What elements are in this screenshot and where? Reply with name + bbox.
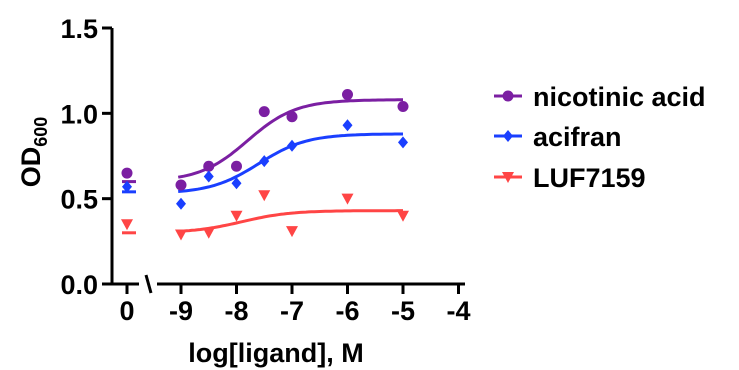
data-point-zero xyxy=(121,167,133,179)
x-tick-label: -6 xyxy=(335,296,359,326)
y-tick-label: 0.5 xyxy=(60,185,98,215)
fit-curves xyxy=(122,98,403,235)
legend-marker xyxy=(503,130,513,142)
data-point xyxy=(230,210,243,222)
x-tick-label-zero: 0 xyxy=(119,296,134,326)
data-point xyxy=(341,193,354,205)
x-tick-label: -7 xyxy=(280,296,304,326)
x-tick-label: -5 xyxy=(391,296,415,326)
x-tick-label: -4 xyxy=(446,296,470,326)
data-point xyxy=(258,106,270,118)
data-points xyxy=(121,89,409,241)
fit-curve-2 xyxy=(178,209,403,233)
legend-marker xyxy=(502,172,514,183)
legend-entry: acifran xyxy=(533,122,622,152)
x-tick-label: -8 xyxy=(224,296,248,326)
data-point xyxy=(286,226,298,238)
axes: 0.0 0.5 1.0 1.5 0 -9 -8 -7 -6 -5 -4 xyxy=(60,14,470,326)
data-point xyxy=(203,160,215,172)
legend-marker xyxy=(502,90,514,102)
data-point xyxy=(286,111,298,123)
y-tick-label: 1.0 xyxy=(60,99,98,129)
data-point xyxy=(259,155,270,168)
data-point xyxy=(231,177,242,190)
data-point xyxy=(202,227,215,239)
x-tick-label: -9 xyxy=(169,296,193,326)
data-point xyxy=(287,139,297,152)
y-axis-label-sub: 600 xyxy=(31,117,51,147)
data-point xyxy=(176,197,186,210)
data-point xyxy=(397,210,409,222)
data-point xyxy=(397,101,409,113)
x-axis-label: log[ligand], M xyxy=(188,338,363,368)
data-point xyxy=(231,160,242,172)
y-axis-label: OD600 xyxy=(16,117,51,188)
svg-text:OD600: OD600 xyxy=(16,117,51,188)
data-point xyxy=(398,136,408,149)
legend-entry: nicotinic acid xyxy=(533,82,706,112)
data-point xyxy=(258,190,271,202)
axis-break-mark xyxy=(144,274,153,294)
data-point xyxy=(342,119,353,132)
y-tick-label: 0.0 xyxy=(60,270,98,300)
data-point xyxy=(203,170,214,183)
legend-entry: LUF7159 xyxy=(533,163,646,193)
data-point xyxy=(342,89,353,101)
data-point-zero xyxy=(121,219,133,231)
legend: nicotinic acid acifran LUF7159 xyxy=(494,82,706,193)
data-point xyxy=(175,179,187,191)
data-point xyxy=(175,229,187,241)
data-point-zero xyxy=(122,180,132,193)
y-axis-label-main: OD xyxy=(16,147,46,188)
y-tick-label: 1.5 xyxy=(60,14,98,44)
